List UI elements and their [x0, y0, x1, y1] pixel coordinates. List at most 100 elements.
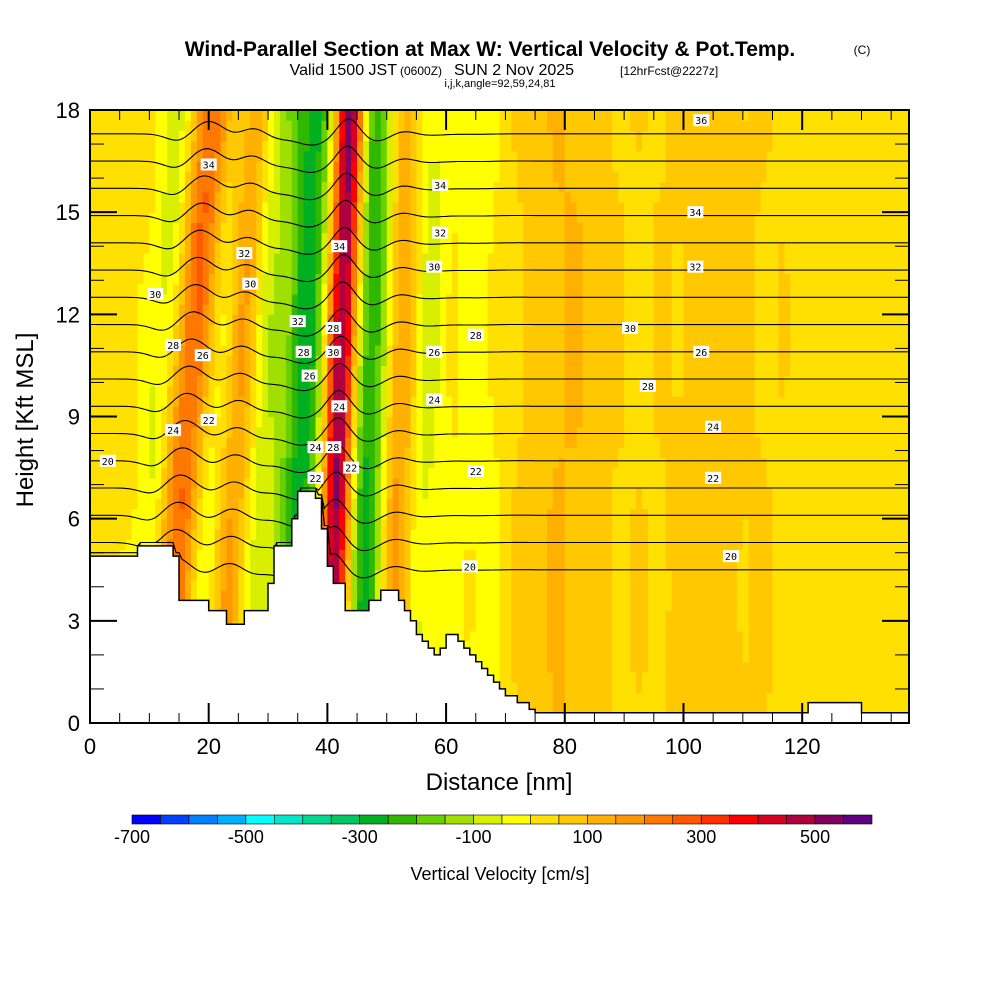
velocity-cell: [380, 579, 388, 591]
velocity-cell: [487, 212, 495, 223]
velocity-cell: [208, 253, 216, 264]
velocity-cell: [535, 171, 542, 183]
velocity-cell: [268, 273, 275, 285]
velocity-cell: [374, 539, 382, 550]
velocity-cell: [90, 426, 97, 438]
velocity-cell: [469, 222, 477, 234]
velocity-cell: [155, 314, 162, 326]
velocity-cell: [374, 344, 382, 356]
velocity-cell: [321, 120, 328, 132]
velocity-cell: [392, 549, 400, 561]
velocity-cell: [238, 293, 245, 305]
velocity-cell: [279, 477, 287, 489]
velocity-cell: [214, 457, 222, 469]
velocity-cell: [303, 242, 311, 254]
velocity-cell: [315, 344, 323, 356]
velocity-cell: [327, 426, 334, 438]
velocity-cell: [149, 396, 156, 407]
velocity-cell: [190, 375, 198, 387]
velocity-cell: [303, 457, 311, 469]
velocity-cell: [184, 191, 192, 203]
velocity-cell: [345, 447, 352, 458]
velocity-cell: [434, 600, 441, 612]
velocity-cell: [487, 171, 495, 183]
velocity-cell: [469, 447, 477, 458]
velocity-cell: [374, 314, 382, 326]
velocity-cell: [398, 436, 406, 448]
velocity-cell: [481, 457, 489, 469]
velocity-cell: [499, 120, 507, 132]
velocity-cell: [517, 651, 524, 663]
velocity-cell: [499, 344, 507, 356]
velocity-cell: [499, 416, 507, 428]
velocity-cell: [119, 263, 127, 275]
velocity-cell: [351, 324, 358, 336]
velocity-cell: [131, 150, 139, 162]
velocity-cell: [131, 385, 139, 397]
velocity-cell: [422, 518, 429, 530]
velocity-cell: [410, 334, 418, 346]
velocity-cell: [250, 467, 257, 479]
velocity-cell: [143, 375, 150, 387]
velocity-cell: [291, 406, 299, 418]
velocity-cell: [167, 253, 174, 264]
velocity-cell: [469, 641, 477, 653]
velocity-cell: [268, 161, 275, 172]
velocity-cell: [457, 222, 465, 234]
velocity-cell: [291, 140, 299, 152]
velocity-cell: [95, 467, 103, 479]
velocity-cell: [541, 692, 548, 704]
velocity-cell: [386, 150, 394, 162]
velocity-cell: [173, 457, 180, 469]
velocity-cell: [285, 212, 293, 223]
velocity-cell: [475, 201, 483, 213]
velocity-cell: [546, 641, 554, 653]
velocity-cell: [576, 508, 584, 520]
velocity-cell: [416, 293, 423, 305]
velocity-cell: [273, 232, 281, 244]
velocity-cell: [107, 171, 115, 183]
velocity-cell: [374, 324, 382, 336]
velocity-cell: [523, 273, 530, 285]
velocity-cell: [149, 528, 156, 540]
velocity-cell: [155, 416, 162, 428]
velocity-cell: [321, 150, 328, 162]
velocity-cell: [214, 365, 222, 377]
velocity-cell: [570, 355, 578, 367]
velocity-cell: [499, 651, 507, 663]
velocity-cell: [179, 171, 186, 183]
velocity-cell: [262, 314, 269, 326]
velocity-cell: [155, 396, 162, 407]
velocity-cell: [541, 293, 548, 305]
velocity-cell: [173, 242, 180, 254]
velocity-cell: [517, 610, 524, 622]
velocity-cell: [576, 610, 584, 622]
velocity-cell: [315, 120, 323, 132]
velocity-cell: [315, 365, 323, 377]
velocity-cell: [416, 191, 423, 203]
velocity-cell: [107, 263, 115, 275]
velocity-cell: [570, 631, 578, 642]
velocity-cell: [511, 212, 518, 223]
velocity-cell: [173, 467, 180, 479]
velocity-cell: [570, 181, 578, 193]
velocity-cell: [214, 406, 222, 418]
velocity-cell: [499, 385, 507, 397]
velocity-cell: [535, 150, 542, 162]
velocity-cell: [345, 201, 352, 213]
velocity-cell: [475, 375, 483, 387]
velocity-cell: [487, 406, 495, 418]
velocity-cell: [244, 355, 251, 367]
velocity-cell: [386, 436, 394, 448]
velocity-cell: [113, 426, 121, 438]
velocity-cell: [208, 181, 216, 193]
velocity-cell: [386, 222, 394, 234]
velocity-cell: [541, 242, 548, 254]
velocity-cell: [190, 457, 198, 469]
velocity-cell: [339, 549, 346, 561]
velocity-cell: [155, 488, 162, 499]
velocity-cell: [95, 283, 103, 295]
velocity-cell: [368, 436, 376, 448]
velocity-cell: [380, 304, 388, 315]
velocity-cell: [244, 477, 251, 489]
